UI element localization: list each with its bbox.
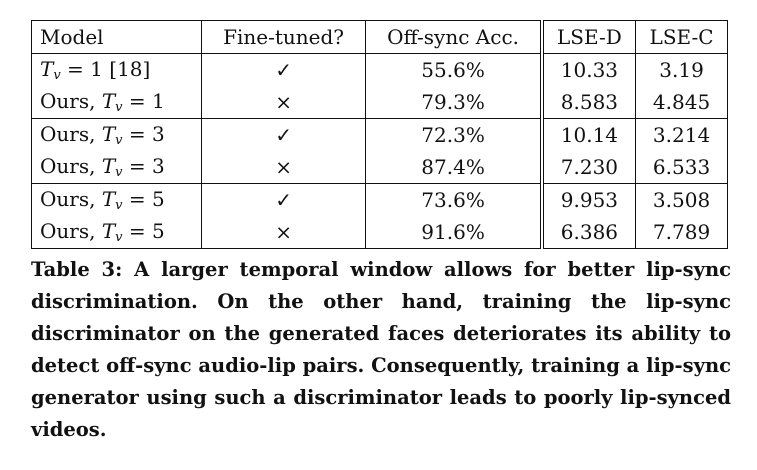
table-row: Ours, Tv = 3 × 87.4% 7.230 6.533	[31, 151, 728, 184]
table-header-row: Model Fine-tuned? Off-sync Acc. LSE-D LS…	[31, 20, 728, 54]
model-variable: T	[101, 153, 116, 178]
cell-model: Ours, Tv = 5	[31, 216, 202, 249]
cell-lse-d: 9.953	[539, 183, 637, 216]
model-variable: T	[101, 88, 116, 113]
table-row: Tv = 1 [18] ✓ 55.6% 10.33 3.19	[31, 53, 728, 86]
cell-lse-d: 8.583	[539, 86, 637, 119]
model-subscript: v	[115, 99, 123, 115]
header-lse-d: LSE-D	[539, 20, 637, 54]
table-row: Ours, Tv = 3 ✓ 72.3% 10.14 3.214	[31, 118, 728, 151]
table-row: Ours, Tv = 5 × 91.6% 6.386 7.789	[31, 216, 728, 249]
model-variable: T	[101, 121, 116, 146]
cell-model: Ours, Tv = 1	[31, 86, 202, 119]
model-subscript: v	[115, 164, 123, 180]
header-off-sync-acc: Off-sync Acc.	[365, 20, 543, 54]
cell-lse-c: 3.19	[635, 53, 728, 86]
cell-fine-tuned: ×	[200, 151, 367, 184]
model-suffix: = 5	[122, 218, 165, 243]
cell-fine-tuned: ✓	[200, 53, 367, 86]
model-variable: T	[101, 186, 116, 211]
caption-label: Table 3:	[31, 258, 123, 281]
table-row: Ours, Tv = 5 ✓ 73.6% 9.953 3.508	[31, 183, 728, 216]
caption-text: A larger temporal window allows for bett…	[31, 258, 731, 441]
cell-lse-d: 10.14	[539, 118, 637, 151]
cell-model: Ours, Tv = 3	[31, 118, 202, 151]
model-suffix: = 1	[122, 88, 165, 113]
model-subscript: v	[115, 197, 123, 213]
results-table-container: Model Fine-tuned? Off-sync Acc. LSE-D LS…	[31, 20, 728, 249]
cell-lse-d: 7.230	[539, 151, 637, 184]
cell-fine-tuned: ✓	[200, 183, 367, 216]
cell-off-sync-acc: 79.3%	[365, 86, 543, 119]
cell-fine-tuned: ✓	[200, 118, 367, 151]
model-subscript: v	[115, 229, 123, 245]
cell-lse-c: 6.533	[635, 151, 728, 184]
model-suffix: = 5	[122, 186, 165, 211]
cell-fine-tuned: ×	[200, 86, 367, 119]
cell-fine-tuned: ×	[200, 216, 367, 249]
cell-lse-c: 3.508	[635, 183, 728, 216]
model-prefix: Ours,	[40, 186, 102, 211]
table-row: Ours, Tv = 1 × 79.3% 8.583 4.845	[31, 86, 728, 119]
cell-off-sync-acc: 73.6%	[365, 183, 543, 216]
cell-model: Ours, Tv = 3	[31, 151, 202, 184]
cell-off-sync-acc: 87.4%	[365, 151, 543, 184]
cell-lse-c: 3.214	[635, 118, 728, 151]
cell-lse-c: 4.845	[635, 86, 728, 119]
model-variable: T	[101, 218, 116, 243]
model-citation: [18]	[109, 56, 151, 81]
model-prefix: Ours,	[40, 88, 102, 113]
model-suffix: = 1	[60, 56, 110, 81]
cell-model: Tv = 1 [18]	[31, 53, 202, 86]
model-subscript: v	[115, 132, 123, 148]
model-prefix: Ours,	[40, 218, 102, 243]
cell-lse-d: 6.386	[539, 216, 637, 249]
cell-off-sync-acc: 72.3%	[365, 118, 543, 151]
header-fine-tuned: Fine-tuned?	[200, 20, 367, 54]
cell-off-sync-acc: 91.6%	[365, 216, 543, 249]
model-variable: T	[40, 56, 54, 81]
cell-lse-c: 7.789	[635, 216, 728, 249]
model-subscript: v	[53, 67, 61, 83]
model-prefix: Ours,	[40, 121, 102, 146]
model-suffix: = 3	[122, 121, 165, 146]
model-suffix: = 3	[122, 153, 165, 178]
results-table: Model Fine-tuned? Off-sync Acc. LSE-D LS…	[31, 20, 728, 249]
table-caption: Table 3: A larger temporal window allows…	[31, 254, 731, 446]
header-model: Model	[31, 20, 202, 54]
header-lse-c: LSE-C	[635, 20, 728, 54]
model-prefix: Ours,	[40, 153, 102, 178]
table-body: Tv = 1 [18] ✓ 55.6% 10.33 3.19 Ours, Tv = 1 × 7…	[31, 53, 728, 249]
cell-lse-d: 10.33	[539, 53, 637, 86]
cell-model: Ours, Tv = 5	[31, 183, 202, 216]
cell-off-sync-acc: 55.6%	[365, 53, 543, 86]
